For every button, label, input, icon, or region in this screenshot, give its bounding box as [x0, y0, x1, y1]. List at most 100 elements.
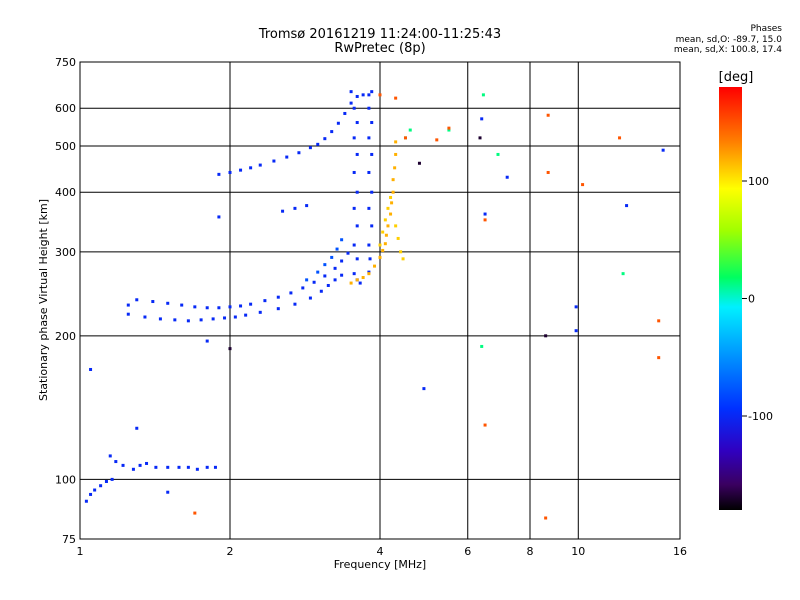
data-point [213, 465, 217, 469]
data-point [121, 463, 125, 467]
data-point [126, 303, 130, 307]
data-point [293, 206, 297, 210]
data-point [285, 155, 289, 159]
data-point [401, 257, 405, 261]
data-point [308, 146, 312, 150]
data-point [417, 161, 421, 165]
data-point [195, 467, 199, 471]
data-point [166, 301, 170, 305]
data-point [352, 136, 356, 140]
data-point [228, 305, 232, 309]
data-point [355, 121, 359, 125]
colorbar-ticks: 100 0 -100 [742, 175, 773, 423]
data-point [276, 307, 280, 311]
data-point [447, 126, 451, 130]
data-point [657, 319, 661, 323]
y-tick-label: 100 [55, 473, 76, 486]
data-point [352, 206, 356, 210]
data-point [378, 255, 382, 259]
data-point [186, 465, 190, 469]
data-point [383, 242, 387, 246]
data-point [138, 463, 142, 467]
x-tick-label: 10 [571, 545, 585, 558]
data-point [308, 296, 312, 300]
data-point [316, 142, 320, 146]
data-point [289, 291, 293, 295]
data-point [93, 488, 97, 492]
data-point [330, 255, 334, 259]
data-point [394, 152, 398, 156]
grid-lines [80, 62, 680, 539]
data-point [618, 136, 622, 140]
data-point [393, 166, 397, 170]
data-point [355, 278, 359, 282]
phases-heading: Phases [750, 24, 782, 34]
phases-x-stats: mean, sd,X: 100.8, 17.4 [673, 45, 782, 55]
data-point [173, 318, 177, 322]
data-point [394, 96, 398, 100]
data-point [301, 286, 305, 290]
data-point [496, 152, 500, 156]
data-point [297, 151, 301, 155]
data-point [349, 281, 353, 285]
colorbar-tick-label: 100 [748, 175, 769, 188]
data-point [108, 454, 112, 458]
data-point [349, 90, 353, 94]
data-point [258, 163, 262, 167]
data-point [368, 257, 372, 261]
data-point [403, 136, 407, 140]
data-point [205, 339, 209, 343]
data-point [205, 465, 209, 469]
data-point [263, 299, 267, 303]
data-point [657, 356, 661, 360]
data-point [166, 465, 170, 469]
data-point [205, 306, 209, 310]
data-point [370, 90, 374, 94]
data-point [340, 259, 344, 263]
data-point [323, 263, 327, 267]
data-point [367, 93, 371, 97]
data-point [343, 111, 347, 115]
data-point [370, 121, 374, 125]
data-point [435, 138, 439, 142]
data-point [193, 511, 197, 515]
data-point [244, 313, 248, 317]
data-point [478, 136, 482, 140]
phases-o-stats: mean, sd,O: -89.7, 15.0 [675, 35, 782, 45]
data-point [145, 461, 149, 465]
data-points [84, 90, 665, 520]
data-point [223, 316, 227, 320]
data-point [447, 128, 451, 132]
data-point [258, 310, 262, 314]
data-point [131, 467, 135, 471]
data-point [370, 152, 374, 156]
data-point [390, 201, 394, 205]
x-axis-ticks: 1 2 4 6 8 10 16 [77, 545, 688, 558]
data-point [346, 251, 350, 255]
data-point [355, 190, 359, 194]
data-point [330, 130, 334, 134]
data-point [394, 140, 398, 144]
data-point [333, 278, 337, 282]
data-point [333, 266, 337, 270]
data-point [367, 170, 371, 174]
data-point [349, 101, 353, 105]
data-point [305, 204, 309, 208]
x-tick-label: 1 [77, 545, 84, 558]
data-point [625, 204, 629, 208]
data-point [89, 367, 93, 371]
data-point [358, 281, 362, 285]
data-point [621, 272, 625, 276]
data-point [370, 224, 374, 228]
data-point [239, 304, 243, 308]
data-point [480, 117, 484, 121]
data-point [389, 195, 393, 199]
data-point [408, 128, 412, 132]
data-point [352, 272, 356, 276]
data-point [546, 113, 550, 117]
data-point [217, 306, 221, 310]
data-point [276, 295, 280, 299]
colorbar-label: [deg] [719, 70, 754, 85]
data-point [546, 170, 550, 174]
